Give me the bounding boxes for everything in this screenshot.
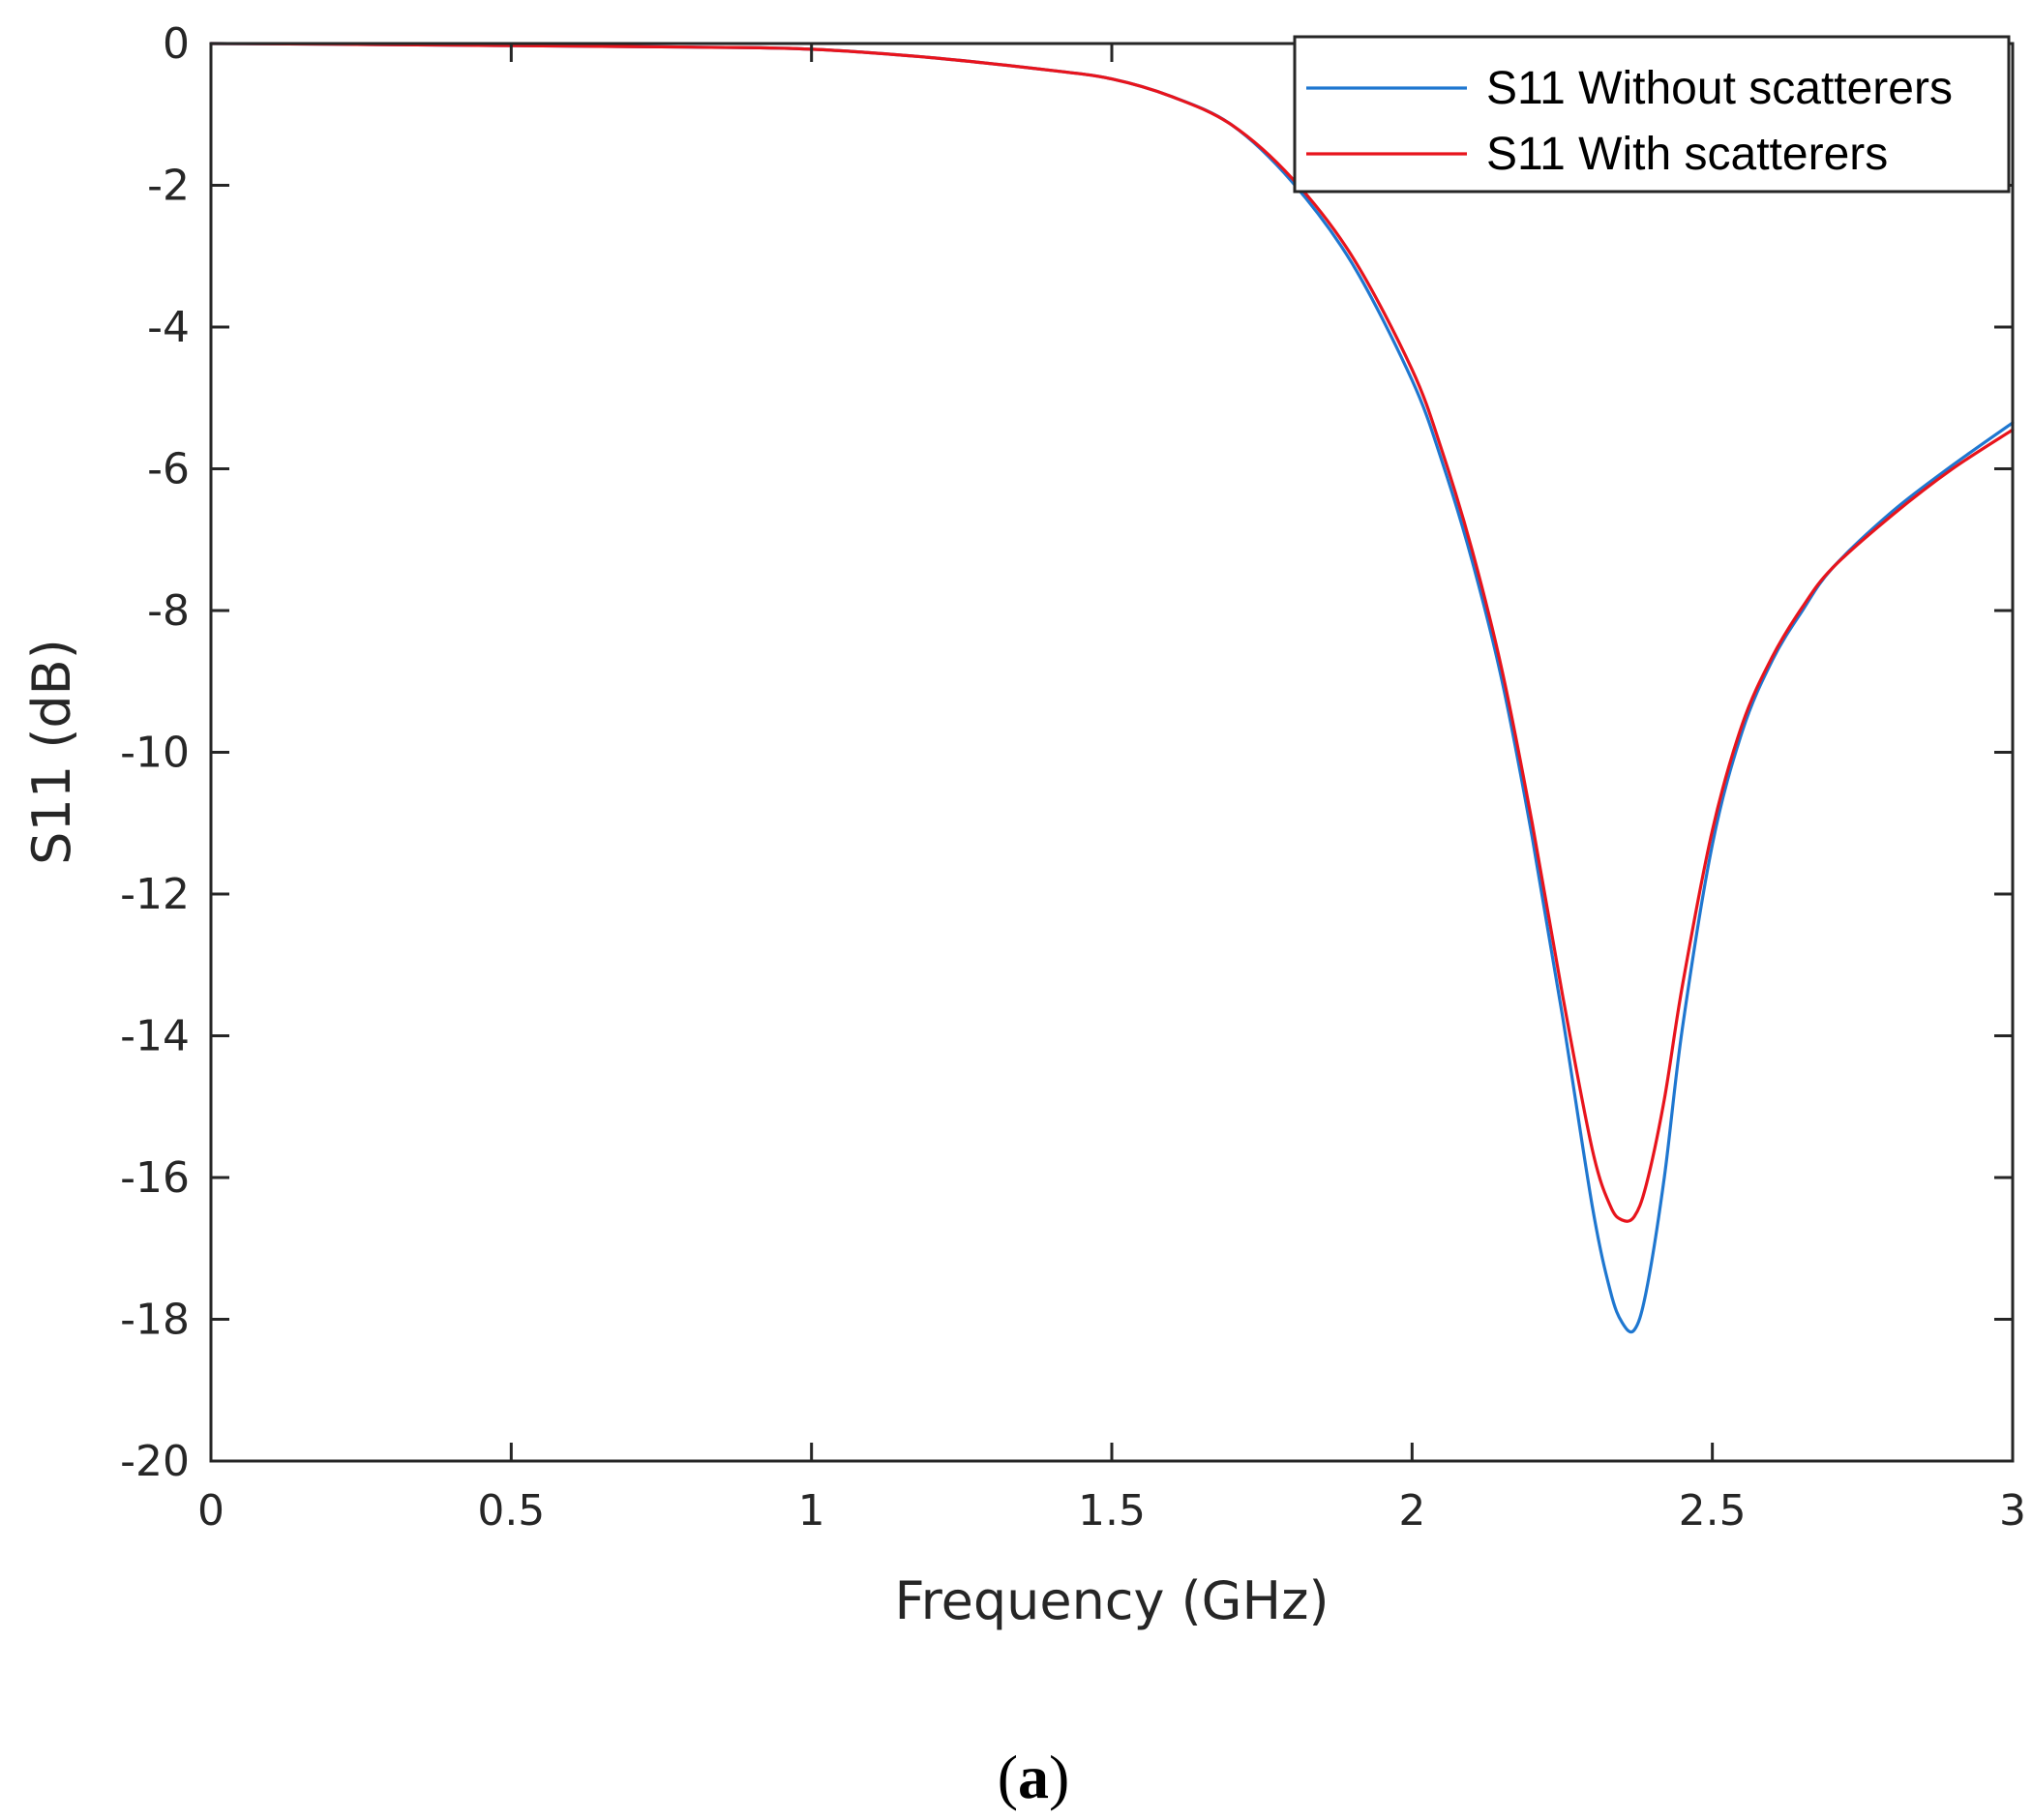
y-tick-label: -20 xyxy=(120,1437,190,1486)
plot-background xyxy=(211,44,2013,1461)
plot-area xyxy=(209,42,2015,1463)
series-line-2 xyxy=(209,42,2015,1223)
legend-entries: S11 Without scatterers S11 With scatterer… xyxy=(1306,63,1953,180)
x-tick-label: 0 xyxy=(197,1486,224,1536)
x-tick-label: 1.5 xyxy=(1078,1486,1146,1536)
y-tick-label: -4 xyxy=(147,303,190,352)
y-tick-label: -6 xyxy=(147,445,190,494)
y-tick-label: 0 xyxy=(163,19,190,69)
x-tick-label: 0.5 xyxy=(477,1486,545,1536)
y-tick-label: -18 xyxy=(120,1296,190,1345)
figure-caption: (a) xyxy=(998,1743,1070,1811)
y-tick-label: -8 xyxy=(147,586,190,636)
x-tick-label: 2.5 xyxy=(1679,1486,1747,1536)
legend-label-2: S11 With scatterers xyxy=(1486,129,1888,180)
y-tick-label: -14 xyxy=(120,1012,190,1061)
y-tick-label: -16 xyxy=(120,1153,190,1203)
y-tick-labels: 0 -2 -4 -6 -8 -10 -12 -14 -16 -18 -20 xyxy=(120,19,190,1486)
caption-letter: a xyxy=(1018,1743,1049,1811)
y-tick-label: -12 xyxy=(120,870,190,919)
y-tick-label: -2 xyxy=(147,162,190,211)
x-tick-label: 3 xyxy=(1999,1486,2026,1536)
legend-label-1: S11 Without scatterers xyxy=(1486,63,1953,114)
x-tick-labels: 0 0.5 1 1.5 2 2.5 3 xyxy=(197,1486,2026,1536)
legend: S11 Without scatterers S11 With scatterer… xyxy=(1293,35,2011,194)
series-group xyxy=(209,42,2015,1334)
legend-box xyxy=(1293,35,2011,194)
x-tick-label: 2 xyxy=(1398,1486,1425,1536)
caption-close-paren: ) xyxy=(1049,1743,1069,1811)
y-axis-title: S11 (dB) xyxy=(21,639,82,865)
x-tick-label: 1 xyxy=(798,1486,825,1536)
y-tick-label: -10 xyxy=(120,729,190,778)
x-axis-title: Frequency (GHz) xyxy=(894,1570,1329,1631)
caption-open-paren: ( xyxy=(998,1743,1018,1811)
